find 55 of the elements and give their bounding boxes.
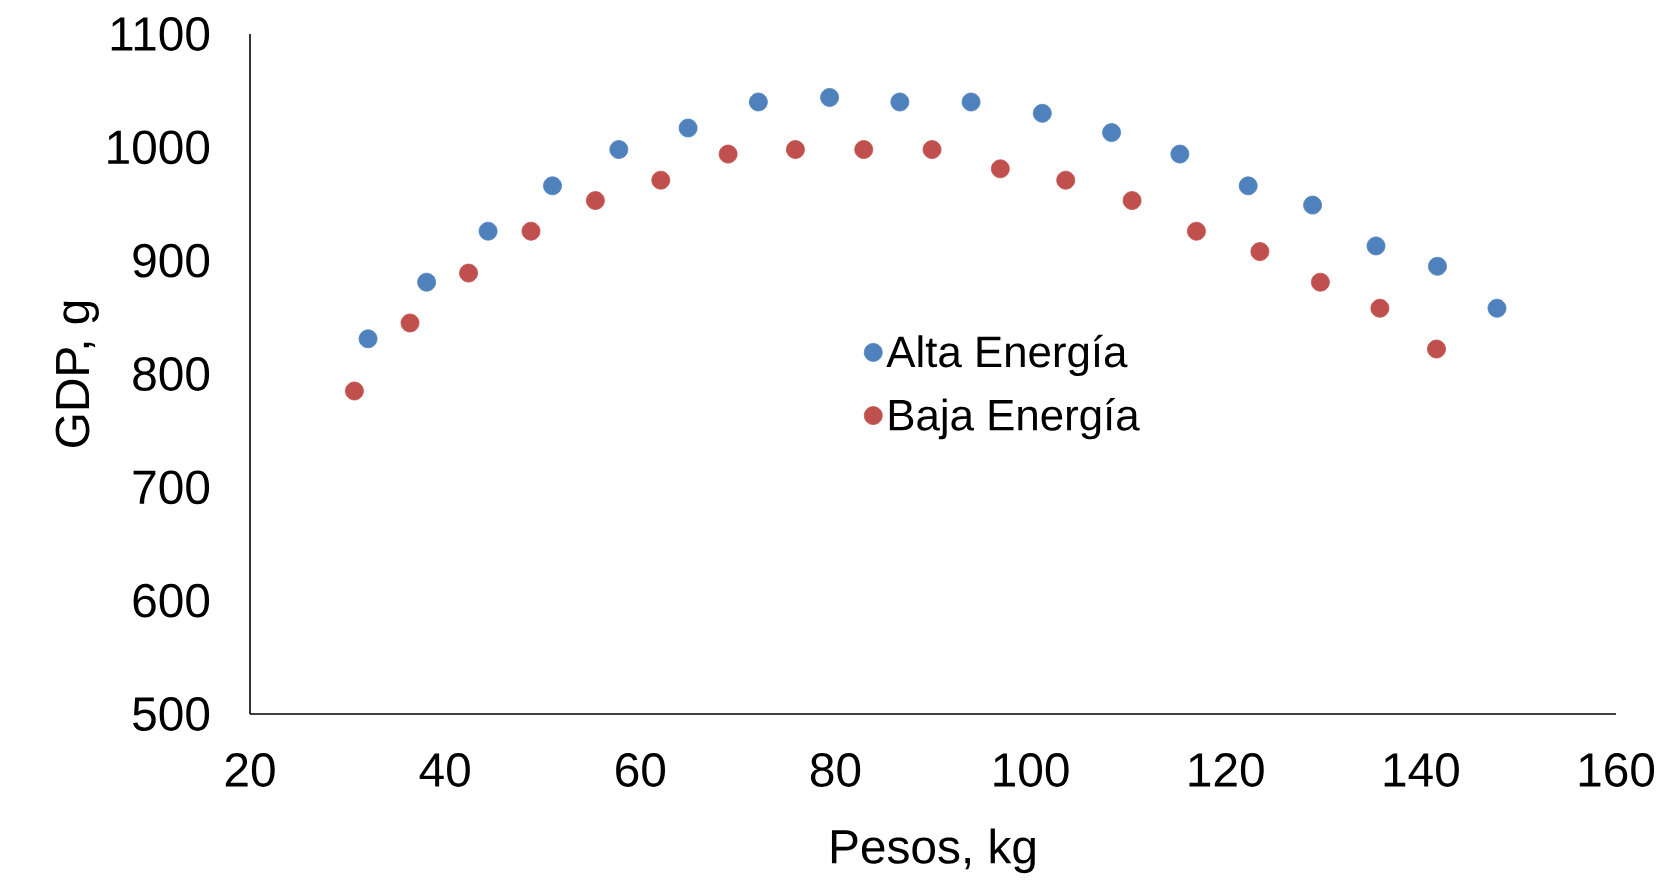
legend-label: Alta Energía [886,334,1128,377]
y-axis-title: GDP, g [55,301,99,447]
point [718,144,738,164]
x-tick-label: 80 [810,753,861,787]
y-tick-label: 800 [133,357,210,391]
point [1170,144,1190,164]
x-axis-title: Pesos, kg [831,828,1035,874]
point [1102,123,1121,142]
point [1250,242,1270,261]
x-tick-label: 60 [616,753,666,787]
point [1366,236,1386,256]
point [820,88,839,107]
point [1370,298,1390,318]
point [1187,221,1206,241]
point [651,170,671,190]
point [1056,170,1076,190]
point [478,221,498,241]
point [748,92,768,112]
y-tick-label: 600 [133,583,210,618]
x-tick-label: 20 [225,753,275,787]
x-tick-label: 100 [994,753,1069,787]
x-tick-label: 140 [1384,753,1459,787]
point [678,118,698,138]
point [990,159,1010,179]
x-tick-label: 40 [419,753,470,787]
x-tick-label: 120 [1189,753,1264,787]
point [786,140,805,159]
point [922,140,942,159]
point [400,313,420,333]
y-tick-label: 1100 [111,17,210,51]
point [586,191,605,210]
x-tick-label: 160 [1579,753,1655,787]
y-tick-label: 900 [133,243,210,278]
point [854,140,874,159]
point [1310,272,1330,292]
legend-label: Baja Energía [889,397,1140,440]
point [1487,298,1507,318]
point [1428,256,1447,276]
point [543,176,562,196]
point [521,221,541,241]
point [358,329,378,349]
point [1303,195,1322,215]
point [1427,339,1446,359]
point [459,263,478,283]
y-tick-label: 500 [133,697,210,731]
point [1238,176,1258,196]
point [1122,191,1142,210]
point [345,381,364,401]
y-tick-label: 700 [133,470,210,505]
point [609,140,629,159]
point [961,92,981,112]
y-tick-label: 1000 [108,130,210,165]
point [417,272,437,292]
point [1032,103,1052,123]
point [890,92,910,112]
